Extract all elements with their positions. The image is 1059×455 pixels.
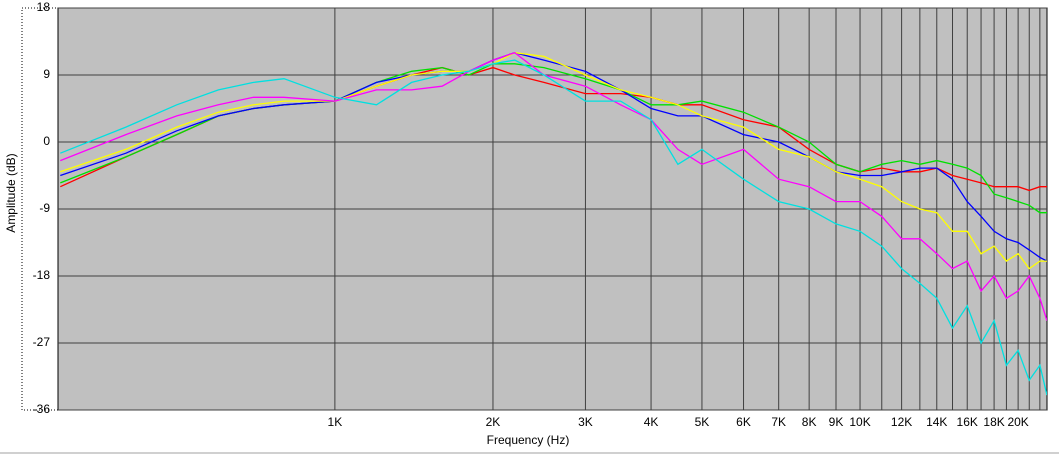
y-tick-label: -36 — [33, 402, 51, 416]
x-tick-label: 8K — [802, 415, 817, 429]
x-tick-label: 12K — [891, 415, 912, 429]
x-tick-label: 18K — [983, 415, 1004, 429]
x-tick-label: 16K — [957, 415, 978, 429]
y-axis-label: Amplitude (dB) — [4, 153, 18, 232]
series-line — [60, 59, 1047, 396]
x-tick-label: 10K — [849, 415, 870, 429]
x-tick-label: 20K — [1007, 415, 1028, 429]
y-tick-label: -27 — [33, 335, 51, 349]
x-tick-label: 7K — [771, 415, 786, 429]
x-tick-label: 1K — [328, 415, 343, 429]
grid — [58, 7, 1047, 411]
x-tick-label: 6K — [736, 415, 751, 429]
lines — [60, 51, 1047, 396]
x-tick-label: 4K — [644, 415, 659, 429]
series-line — [60, 51, 1047, 321]
y-tick-label: 0 — [43, 134, 50, 148]
y-tick-label: -18 — [33, 268, 51, 282]
x-tick-label: 3K — [578, 415, 593, 429]
y-tick-label: 18 — [37, 0, 51, 14]
x-tick-label: 9K — [829, 415, 844, 429]
y-tick-label: -9 — [39, 201, 50, 215]
x-tick-label: 5K — [695, 415, 710, 429]
x-axis-label: Frequency (Hz) — [487, 433, 570, 447]
x-tick-label: 14K — [926, 415, 947, 429]
y-tick-label: 9 — [43, 67, 50, 81]
x-tick-label: 2K — [486, 415, 501, 429]
